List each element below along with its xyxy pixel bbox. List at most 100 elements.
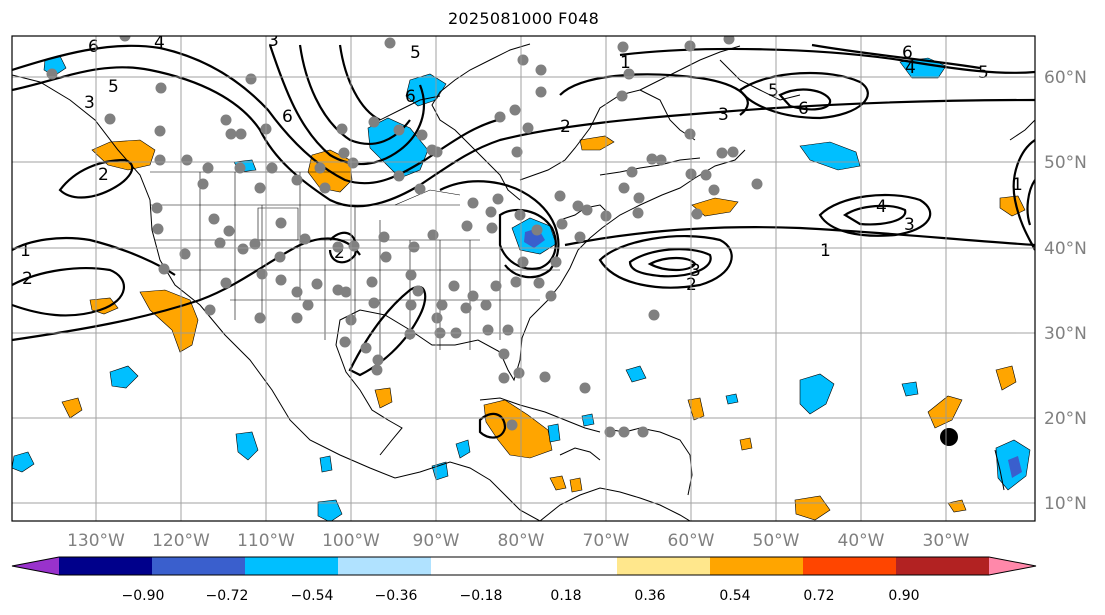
lat-label: 60°N xyxy=(1044,68,1087,88)
station-dot xyxy=(700,169,712,181)
station-dot xyxy=(275,217,287,229)
station-dot xyxy=(509,104,521,116)
colorbar-segment xyxy=(617,557,711,575)
station-dot xyxy=(727,146,739,158)
station-dot xyxy=(498,372,510,384)
station-dot xyxy=(535,64,547,76)
colorbar-segment xyxy=(803,557,897,575)
contour-label: 6 xyxy=(798,99,809,119)
contour-label: 5 xyxy=(768,81,779,101)
station-dot xyxy=(393,124,405,136)
lon-label: 130°W xyxy=(67,531,125,551)
contour-label: 1 xyxy=(620,53,631,73)
station-dot xyxy=(510,276,522,288)
station-dot xyxy=(46,68,58,80)
contour-label: 3 xyxy=(268,31,279,51)
station-dot xyxy=(502,324,514,336)
station-dot xyxy=(291,286,303,298)
lon-label: 40°W xyxy=(838,531,885,551)
station-dot xyxy=(275,274,287,286)
lon-label: 110°W xyxy=(237,531,295,551)
height-contours xyxy=(12,43,1035,439)
station-dot xyxy=(513,367,525,379)
station-dot xyxy=(225,128,237,140)
station-dot xyxy=(581,204,593,216)
station-dot xyxy=(506,419,518,431)
station-dot xyxy=(626,166,638,178)
lon-label: 90°W xyxy=(413,531,460,551)
colorbar-segment xyxy=(59,557,153,575)
station-dot xyxy=(554,190,566,202)
station-dot xyxy=(467,197,479,209)
station-dot xyxy=(648,309,660,321)
lat-label: 20°N xyxy=(1044,409,1087,429)
station-dot xyxy=(266,162,278,174)
station-dot xyxy=(332,241,344,253)
station-dot xyxy=(723,36,735,45)
colorbar-tick-label: −0.36 xyxy=(375,588,418,604)
station-dot xyxy=(368,297,380,309)
station-dot xyxy=(274,251,286,263)
station-dot xyxy=(539,371,551,383)
station-dot xyxy=(751,178,763,190)
station-dot xyxy=(256,268,268,280)
station-dot xyxy=(336,123,348,135)
station-dot xyxy=(535,86,547,98)
station-dot xyxy=(427,229,439,241)
station-dot xyxy=(467,290,479,302)
station-dot xyxy=(633,192,645,204)
station-dot xyxy=(347,157,359,169)
colorbar-extend-low xyxy=(12,557,59,575)
colorbar-segment xyxy=(710,557,804,575)
contour-label: 4 xyxy=(876,197,887,217)
station-dot xyxy=(197,178,209,190)
station-dot xyxy=(485,206,497,218)
colorbar-tick-label: 0.36 xyxy=(634,588,665,604)
station-dot xyxy=(461,220,473,232)
station-dot xyxy=(408,241,420,253)
colorbar-segment xyxy=(152,557,246,575)
station-dot xyxy=(311,278,323,290)
station-dot xyxy=(254,182,266,194)
station-dot xyxy=(550,256,562,268)
station-dot xyxy=(291,312,303,324)
station-dot xyxy=(637,426,649,438)
negative-anomaly-shading xyxy=(12,55,1031,521)
station-dot xyxy=(372,354,384,366)
colorbar-tick-label: −0.72 xyxy=(206,588,249,604)
lat-label: 10°N xyxy=(1044,494,1087,514)
station-dot xyxy=(572,200,584,212)
station-dot xyxy=(371,364,383,376)
station-dot xyxy=(104,113,116,125)
station-dot xyxy=(414,183,426,195)
contour-label: 5 xyxy=(108,77,119,97)
station-dot xyxy=(545,290,557,302)
station-dot xyxy=(158,263,170,275)
station-dot xyxy=(412,285,424,297)
station-dot xyxy=(616,90,628,102)
station-dot xyxy=(384,37,396,49)
lon-label: 100°W xyxy=(322,531,380,551)
storm-center-dot xyxy=(940,428,958,446)
contour-label: 2 xyxy=(22,269,33,289)
contour-label: 2 xyxy=(98,165,109,185)
colorbar-segment xyxy=(896,557,990,575)
station-dot xyxy=(691,208,703,220)
contour-label: 1 xyxy=(20,241,31,261)
station-dot xyxy=(618,426,630,438)
contour-label: 5 xyxy=(410,43,421,63)
colorbar-segment xyxy=(338,557,432,575)
colorbar-tick-label: 0.72 xyxy=(803,588,834,604)
station-dot xyxy=(684,40,696,52)
lat-label: 30°N xyxy=(1044,324,1087,344)
graticule xyxy=(12,36,1035,521)
contour-label: 4 xyxy=(154,33,165,53)
station-dot xyxy=(237,243,249,255)
station-dot xyxy=(378,231,390,243)
contour-label: 1 xyxy=(820,241,831,261)
station-dot xyxy=(684,128,696,140)
station-dot xyxy=(338,147,350,159)
station-dot xyxy=(579,382,591,394)
contour-label: 1 xyxy=(1012,175,1023,195)
positive-anomaly-shading xyxy=(61,135,1026,521)
